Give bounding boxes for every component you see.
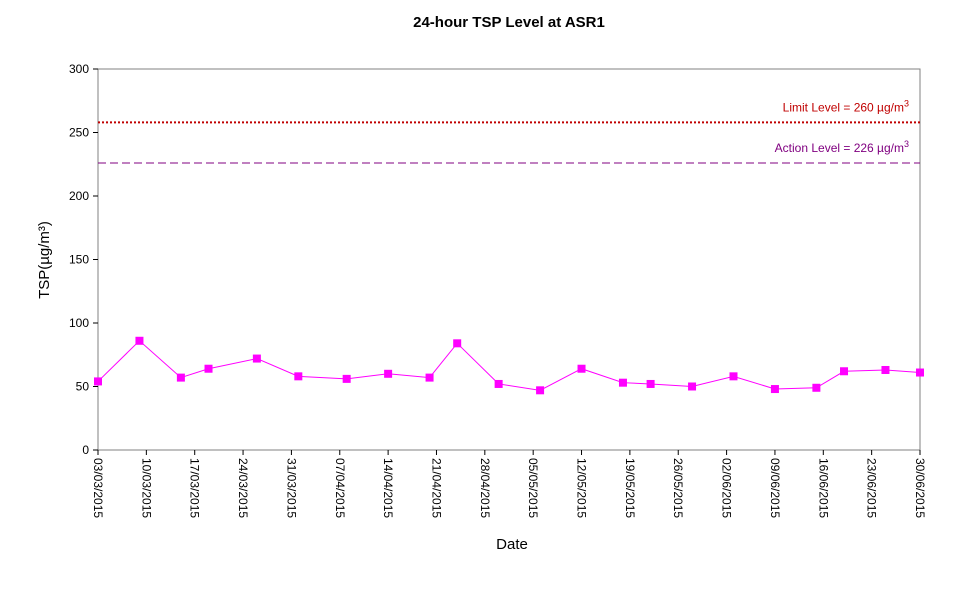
y-tick-label: 200: [69, 189, 89, 203]
data-point: [840, 367, 849, 376]
data-point: [135, 336, 144, 345]
data-point: [618, 378, 627, 387]
y-tick-label: 100: [69, 316, 89, 330]
x-tick-label: 14/04/2015: [381, 458, 395, 518]
y-tick-label: 50: [76, 380, 90, 394]
x-tick-label: 26/05/2015: [671, 458, 685, 518]
data-point: [812, 383, 821, 392]
plot-area: [97, 68, 921, 451]
y-tick-label: 250: [69, 126, 89, 140]
x-tick-label: 02/06/2015: [720, 458, 734, 518]
reference-line-label: Action Level = 226 µg/m3: [775, 139, 909, 155]
y-tick-label: 300: [69, 62, 89, 76]
data-point: [688, 382, 697, 391]
data-point: [494, 379, 503, 388]
y-tick-label: 150: [69, 253, 89, 267]
x-axis: 03/03/2015 10/03/2015 17/03/2015 24/03/2015…: [91, 450, 927, 518]
data-point: [881, 365, 890, 374]
x-tick-label: 21/04/2015: [429, 458, 443, 518]
y-tick-label: 0: [82, 443, 89, 457]
data-point: [425, 373, 434, 382]
data-point: [646, 379, 655, 388]
chart-title: 24-hour TSP Level at ASR1: [413, 14, 605, 31]
x-tick-label: 30/06/2015: [913, 458, 927, 518]
y-axis: 0 50 100 150 200 250 300: [69, 62, 98, 457]
data-point: [204, 364, 213, 373]
reference-line-label: Limit Level = 260 µg/m3: [783, 98, 909, 114]
data-point: [294, 372, 303, 381]
x-axis-label: Date: [496, 536, 528, 553]
data-point: [94, 377, 102, 386]
x-tick-label: 19/05/2015: [623, 458, 637, 518]
data-point: [536, 386, 545, 395]
data-point: [252, 354, 261, 363]
x-tick-label: 07/04/2015: [333, 458, 347, 518]
series-layer: [94, 336, 924, 395]
reference-lines: Limit Level = 260 µg/m3 Action Level = 22…: [98, 98, 920, 164]
data-point: [176, 373, 185, 382]
x-tick-label: 28/04/2015: [478, 458, 492, 518]
y-axis-label: TSP(µg/m³): [36, 221, 53, 299]
data-point: [770, 385, 779, 394]
x-tick-label: 12/05/2015: [575, 458, 589, 518]
x-tick-label: 03/03/2015: [91, 458, 105, 518]
x-tick-label: 16/06/2015: [816, 458, 830, 518]
x-tick-label: 17/03/2015: [188, 458, 202, 518]
x-tick-label: 24/03/2015: [236, 458, 250, 518]
x-tick-label: 09/06/2015: [768, 458, 782, 518]
x-tick-label: 05/05/2015: [526, 458, 540, 518]
x-tick-label: 10/03/2015: [139, 458, 153, 518]
data-point: [342, 374, 351, 383]
x-tick-label: 23/06/2015: [865, 458, 879, 518]
data-point: [384, 369, 393, 378]
data-point: [916, 368, 924, 377]
data-point: [729, 372, 738, 381]
data-point: [453, 339, 462, 348]
x-tick-label: 31/03/2015: [284, 458, 298, 518]
data-point: [577, 364, 586, 373]
series-line: [97, 340, 921, 391]
